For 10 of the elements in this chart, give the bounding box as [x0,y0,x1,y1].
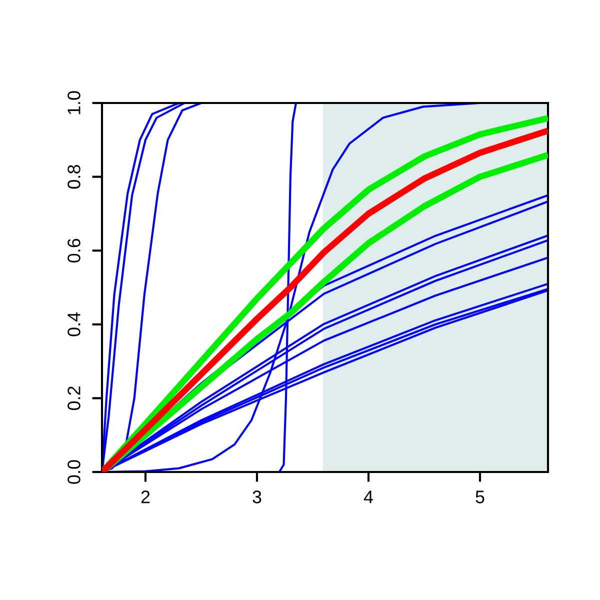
y-tick-label: 1.0 [68,91,80,114]
x-tick-label: 2 [141,490,150,504]
x-tick-label: 3 [252,490,262,504]
x-tick-label: 5 [476,490,484,504]
y-tick-label: 0.6 [68,238,80,262]
x-tick-label: 4 [364,490,373,504]
y-tick-label: 0.0 [68,460,80,484]
y-tick-label: 0.8 [68,165,80,189]
y-tick-label: 0.2 [68,386,80,410]
y-tick-label: 0.4 [68,312,80,336]
